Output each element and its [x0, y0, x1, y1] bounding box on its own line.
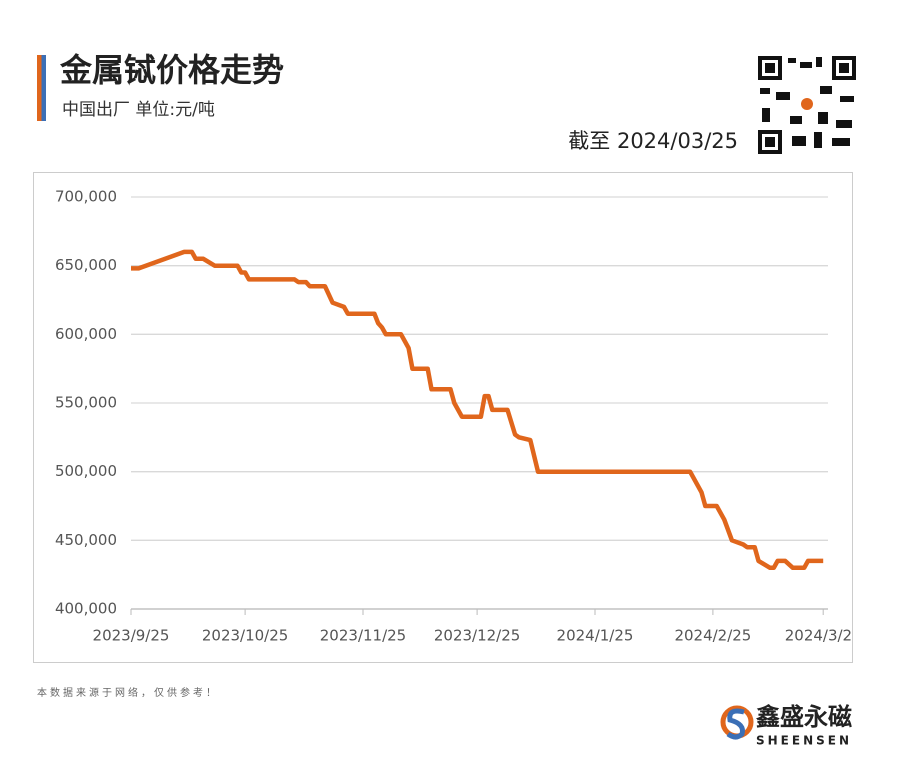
y-tick-label: 500,000 [55, 462, 117, 480]
title: 金属铽价格走势 [59, 51, 284, 89]
y-tick-label: 600,000 [55, 325, 117, 343]
price-line [131, 249, 824, 571]
x-tick-label: 2024/1/25 [557, 627, 634, 645]
plot: 400,000 450,000 500,000 550,000 600,000 650,0… [55, 188, 862, 645]
y-tick-label: 400,000 [55, 600, 117, 618]
brand-name: 鑫盛永磁 [756, 703, 852, 731]
brand-name-en: SHEENSEN [756, 734, 852, 748]
y-tick-label: 550,000 [55, 394, 117, 412]
as-of-date: 截至 2024/03/25 [568, 129, 738, 153]
x-tick-label: 2023/12/25 [434, 627, 520, 645]
x-tick-label: 2023/10/25 [202, 627, 288, 645]
logo [720, 705, 754, 740]
x-tick-label: 2024/2/25 [674, 627, 751, 645]
source-note: 本数据来源于网络，仅供参考！ [37, 686, 219, 699]
chart-frame [33, 172, 853, 663]
x-tick-label: 2024/3/25 [785, 627, 862, 645]
subtitle: 中国出厂 单位:元/吨 [62, 100, 215, 120]
x-tick-label: 2023/11/25 [320, 627, 406, 645]
x-tick-label: 2023/9/25 [93, 627, 170, 645]
y-tick-label: 650,000 [55, 256, 117, 274]
y-tick-label: 450,000 [55, 531, 117, 549]
y-tick-label: 700,000 [55, 188, 117, 206]
accent-bar [37, 55, 46, 121]
qr-code [757, 55, 857, 155]
